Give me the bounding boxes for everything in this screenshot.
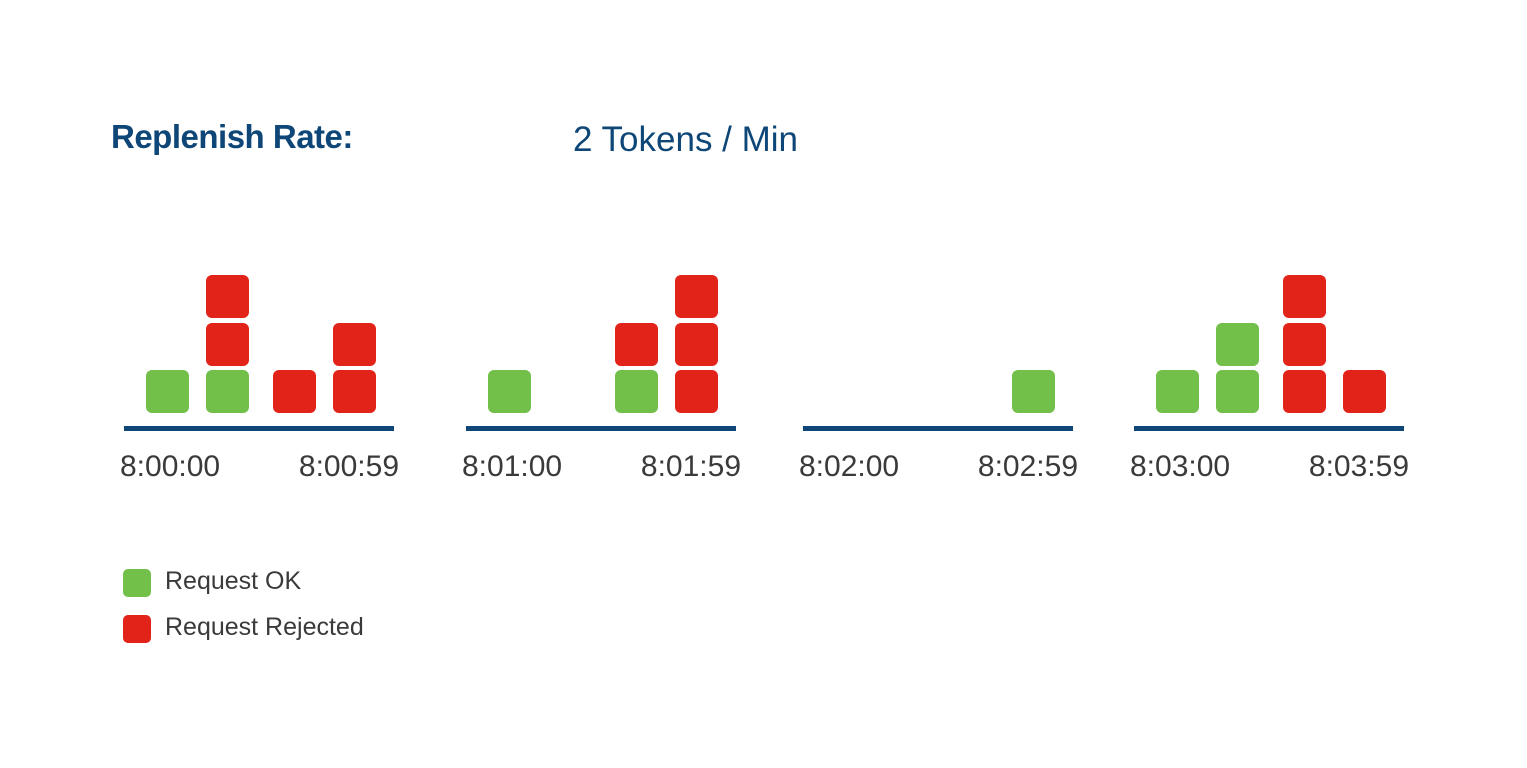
legend-label-ok: Request OK <box>165 567 301 596</box>
request-rejected-block <box>273 370 316 413</box>
window-end-label: 8:00:59 <box>299 450 399 484</box>
time-window: 8:02:00 8:02:59 <box>803 240 1073 500</box>
time-window: 8:01:00 8:01:59 <box>466 240 736 500</box>
legend-swatch-rejected <box>123 615 151 643</box>
request-ok-block <box>146 370 189 413</box>
request-ok-block <box>1216 323 1259 366</box>
window-start-label: 8:03:00 <box>1130 450 1230 484</box>
time-window: 8:03:00 8:03:59 <box>1134 240 1404 500</box>
replenish-rate-value: 2 Tokens / Min <box>573 120 798 160</box>
time-axis-line <box>1134 426 1404 431</box>
request-rejected-block <box>1283 370 1326 413</box>
request-rejected-block <box>1283 275 1326 318</box>
legend-swatch-ok <box>123 569 151 597</box>
request-rejected-block <box>206 275 249 318</box>
request-ok-block <box>1216 370 1259 413</box>
request-rejected-block <box>206 323 249 366</box>
request-ok-block <box>206 370 249 413</box>
request-ok-block <box>488 370 531 413</box>
request-ok-block <box>615 370 658 413</box>
request-rejected-block <box>333 370 376 413</box>
window-end-label: 8:03:59 <box>1309 450 1409 484</box>
legend-label-rejected: Request Rejected <box>165 613 364 642</box>
request-rejected-block <box>1283 323 1326 366</box>
window-start-label: 8:02:00 <box>799 450 899 484</box>
request-rejected-block <box>615 323 658 366</box>
request-rejected-block <box>1343 370 1386 413</box>
time-window: 8:00:00 8:00:59 <box>124 240 394 500</box>
window-end-label: 8:02:59 <box>978 450 1078 484</box>
window-end-label: 8:01:59 <box>641 450 741 484</box>
request-rejected-block <box>675 323 718 366</box>
window-start-label: 8:00:00 <box>120 450 220 484</box>
request-rejected-block <box>675 275 718 318</box>
request-ok-block <box>1156 370 1199 413</box>
replenish-rate-title: Replenish Rate: <box>111 118 353 156</box>
request-rejected-block <box>333 323 376 366</box>
time-axis-line <box>466 426 736 431</box>
request-rejected-block <box>675 370 718 413</box>
time-axis-line <box>124 426 394 431</box>
window-start-label: 8:01:00 <box>462 450 562 484</box>
time-axis-line <box>803 426 1073 431</box>
request-ok-block <box>1012 370 1055 413</box>
